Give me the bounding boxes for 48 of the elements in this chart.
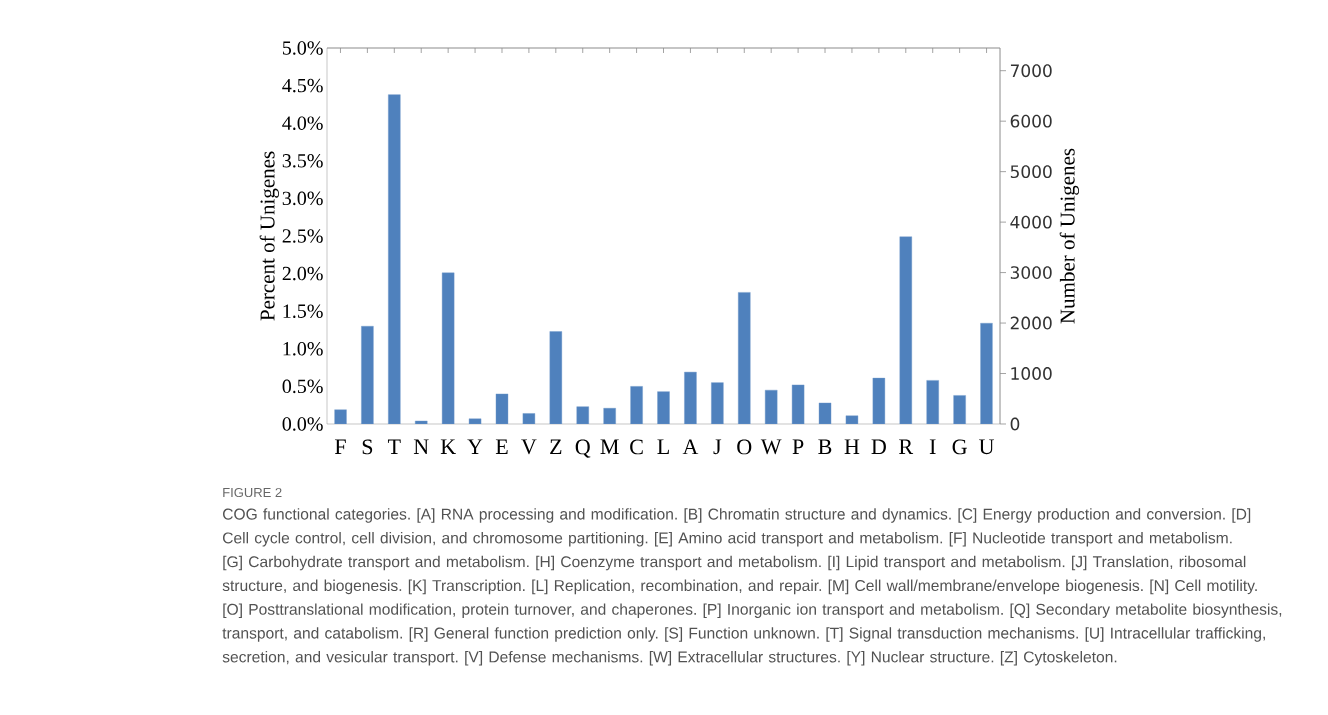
x-tick-label: Z xyxy=(550,439,562,454)
y-tick-label: 2.5% xyxy=(282,229,323,243)
y-tick-label: 3.5% xyxy=(282,154,323,168)
y2-tick-label: 6000 xyxy=(1010,114,1052,128)
y2-tick-label: 5000 xyxy=(1010,165,1052,179)
x-tick-label: D xyxy=(871,439,886,454)
x-tick-label: W xyxy=(760,439,782,455)
caption: FIGURE 2 xyxy=(223,487,282,498)
x-tick-label: L xyxy=(657,439,669,454)
y-tick-label: 5.0% xyxy=(282,41,323,55)
y2-tick-label: 3000 xyxy=(1010,266,1052,280)
x-tick-label: N xyxy=(413,439,429,454)
y2-axis-title: Number of Unigenes xyxy=(1059,148,1079,324)
x-tick-label: K xyxy=(440,439,456,454)
y2-tick-label: 7000 xyxy=(1010,64,1052,78)
y2-tick-label: 4000 xyxy=(1010,215,1052,229)
y2-tick-label: 1000 xyxy=(1011,367,1052,380)
x-tick-label: J xyxy=(713,439,722,455)
x-tick-label: B xyxy=(818,439,832,454)
y-tick-label: 1.5% xyxy=(283,304,323,318)
y2-tick-label: 2000 xyxy=(1010,316,1052,330)
y-tick-label: 0.5% xyxy=(282,379,323,394)
y-tick-label: 3.0% xyxy=(282,191,323,206)
x-tick-label: S xyxy=(362,439,373,455)
y-tick-label: 1.0% xyxy=(283,342,323,356)
y-tick-label: 0.0% xyxy=(282,417,323,431)
x-tick-label: G xyxy=(952,439,967,455)
x-tick-label: M xyxy=(600,439,619,454)
x-tick-label: T xyxy=(387,439,401,454)
x-tick-label: R xyxy=(899,439,914,454)
x-tick-label: A xyxy=(682,439,699,455)
x-tick-label: I xyxy=(929,439,936,454)
x-tick-label: F xyxy=(334,439,346,454)
x-tick-label: H xyxy=(844,439,860,454)
x-tick-label: O xyxy=(737,439,752,455)
x-tick-label: C xyxy=(630,439,643,455)
y-tick-label: 4.5% xyxy=(282,78,323,93)
x-tick-label: Y xyxy=(467,439,483,454)
text: COG functional categories. [A] RNA processing and modification. [B] Chromatin structure and dynamics. [C] Energy production and conversion. [D] Cell cycle control, cell division, and chromosome partitioning. [E] Amino acid transport and metabolism. [F] Nucleotide transport and metabolism. [G] Carbohydrate transport and metabolism. [H] Coenzyme transport and metabolism. [I] Lipid transport and metabolism. [J] Translation, ribosomal structure, and biogenesis. [K] Transcription. [L] Replication, recombination, and repair. [M] Cell wall/membrane/envelope biogenesis. [N] Cell motility. [O] Posttranslational modification, protein turnover, and chaperones. [P] Inorganic ion transport and metabolism. [Q] Secondary metabolite biosynthesis, transport, and catabolism. [R] General function prediction only. [S] Function unknown. [T] Signal transduction mechanisms. [U] Intracellular trafficking, secretion, and vesicular transport. [V] Defense mechanisms. [W] Extracellular structures. [Y] Nuclear structure. [Z] Cytoskeleton. xyxy=(222,508,1282,666)
x-tick-label: Q xyxy=(575,439,591,458)
y-axis-title: Percent of Unigenes xyxy=(259,151,279,321)
y-tick-label: 2.0% xyxy=(282,266,323,281)
y2-tick-label: 0 xyxy=(1010,417,1020,431)
x-tick-label: V xyxy=(521,439,537,455)
x-tick-label: E xyxy=(495,439,508,454)
x-tick-label: U xyxy=(979,439,995,455)
y-tick-label: 4.0% xyxy=(282,116,323,130)
x-tick-label: P xyxy=(792,439,804,454)
